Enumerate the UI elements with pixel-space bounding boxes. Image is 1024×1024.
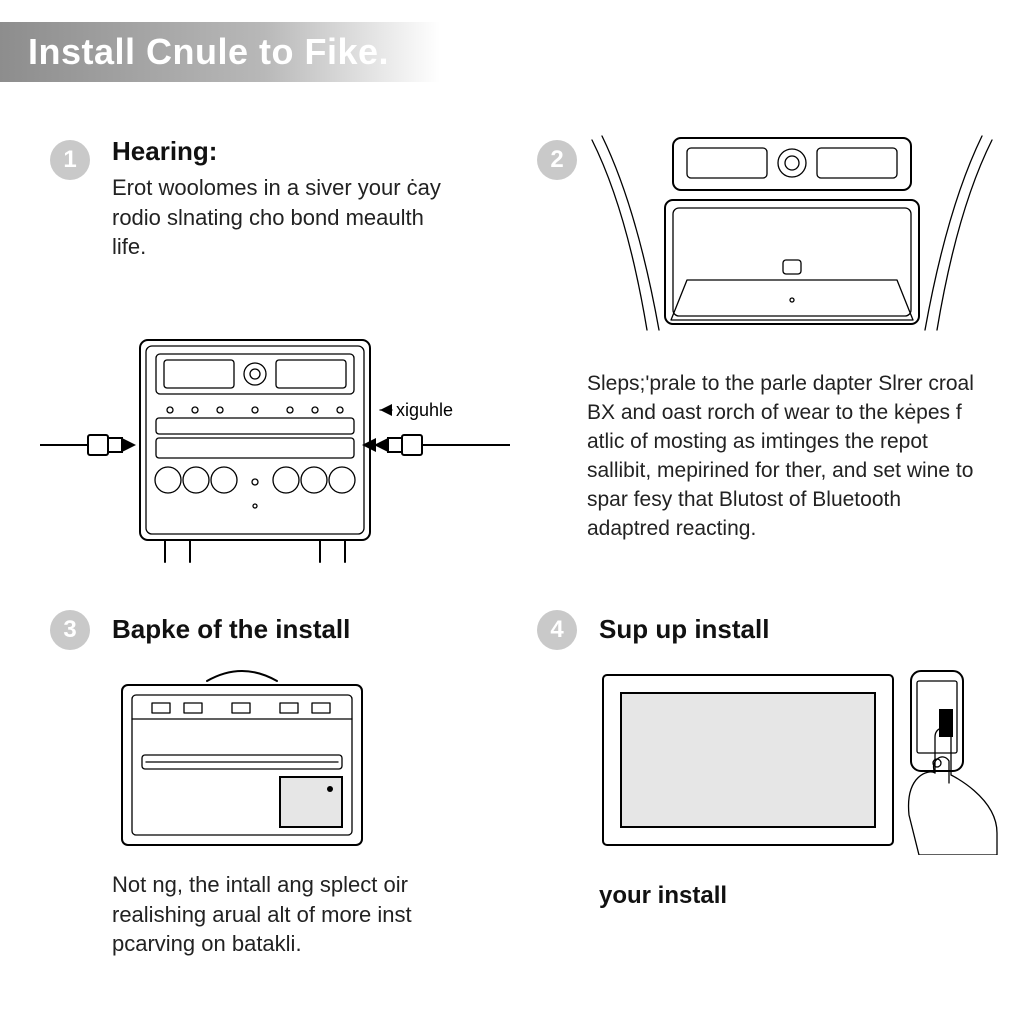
step-1-text: Hearing: Erot woolomes in a siver your c… xyxy=(112,136,452,262)
step-1-heading: Hearing: xyxy=(112,136,452,167)
steps-grid: 1 Hearing: Erot woolomes in a siver your… xyxy=(0,130,1024,1024)
step-1: 1 Hearing: Erot woolomes in a siver your… xyxy=(40,130,497,610)
page-title: Install Cnule to Fike. xyxy=(28,31,389,73)
step-2-diagram xyxy=(587,130,997,350)
step-4-diagram xyxy=(599,665,999,855)
step-3: 3 Bapke of the install xyxy=(40,610,497,990)
step-4-body: your install xyxy=(599,882,727,910)
step-1-diagram: xiguhle xyxy=(40,310,510,590)
step-2-badge: 2 xyxy=(537,140,577,180)
step-4-heading: Sup up install xyxy=(599,614,769,645)
step-3-diagram xyxy=(112,665,372,855)
step-2: 2 xyxy=(527,130,984,610)
step-1-body: Erot woolomes in a siver your ċay rodio… xyxy=(112,173,452,262)
step-1-badge: 1 xyxy=(50,140,90,180)
step-1-diagram-label: xiguhle xyxy=(396,400,453,420)
title-bar: Install Cnule to Fike. xyxy=(0,22,440,82)
step-4-badge: 4 xyxy=(537,610,577,650)
step-3-body: Not ng, the intall ang splect oir realis… xyxy=(112,870,482,959)
step-2-body: Sleps;'prale to the parle dapter Slrer c… xyxy=(587,370,987,544)
step-3-heading: Bapke of the install xyxy=(112,614,350,645)
step-4: 4 Sup up install your install xyxy=(527,610,984,990)
step-3-badge: 3 xyxy=(50,610,90,650)
